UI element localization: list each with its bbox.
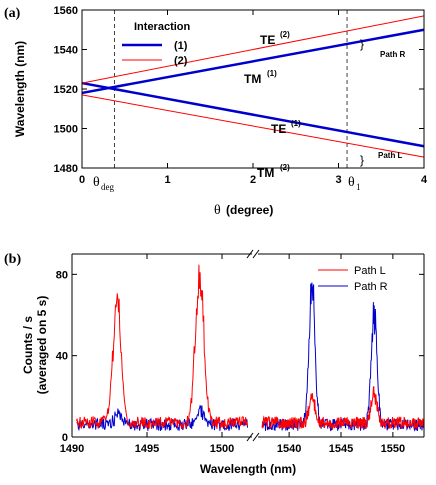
path-l-brace: } — [360, 153, 364, 167]
panel-a-label: (a) — [4, 6, 21, 21]
path-r-label: Path R — [380, 50, 406, 59]
series-path-r-segment-2 — [261, 282, 425, 432]
curve-label-te1: TE (1) — [271, 119, 301, 136]
x-tick-label: 4 — [421, 174, 428, 186]
x-tick-label: 1490 — [60, 443, 84, 455]
legend-label-path-r: Path R — [354, 281, 388, 293]
panel-a: (a) 0 1 2 3 4 1480 1500 1520 1540 1560 Wavelength… — [4, 5, 428, 218]
panel-b-series — [76, 264, 425, 432]
panel-a-ticks: 0 1 2 3 4 1480 1500 1520 1540 1560 — [54, 5, 428, 186]
curve-label-tm2-main: TM — [257, 166, 274, 180]
panel-a-frame — [81, 9, 425, 169]
y-tick-label: 0 — [62, 432, 68, 444]
path-r-brace: } — [360, 37, 364, 51]
curve-label-te1-main: TE — [271, 122, 286, 136]
x-tick-label: 1550 — [381, 443, 405, 455]
theta-1-subscript: 1 — [356, 182, 361, 192]
theta-1-label: θ 1 — [348, 175, 361, 192]
theta-deg-label: θ deg — [93, 175, 114, 192]
curve-label-te2: TE (2) — [260, 30, 290, 47]
curve-label-te2-sup: (2) — [280, 30, 290, 39]
x-tick-label: 2 — [250, 174, 256, 186]
theta-deg-subscript: deg — [101, 182, 114, 192]
panel-b-frame — [71, 249, 425, 442]
curve-label-tm1-main: TM — [244, 72, 261, 86]
path-l-label: Path L — [378, 151, 403, 160]
panel-a-x-axis-unit: (degree) — [226, 203, 273, 217]
curve-label-te1-sup: (1) — [291, 119, 301, 128]
axis-break-top — [246, 249, 260, 259]
x-tick-label: 0 — [79, 174, 85, 186]
panel-a-legend: Interaction (1) (2) — [122, 21, 191, 67]
series-path-l-segment-2 — [261, 386, 425, 431]
theta-1-symbol: θ — [348, 175, 355, 190]
panel-b-legend: Path L Path R — [318, 265, 388, 293]
curve-label-tm2-sup: (2) — [280, 163, 290, 172]
x-tick-label: 1495 — [135, 443, 159, 455]
legend-label-path-l: Path L — [354, 265, 386, 277]
panel-b-ticks: 1490 1495 1500 1540 1545 1550 0 40 80 — [56, 254, 424, 455]
panel-b-y-axis-title-line1: Counts / s — [21, 316, 35, 374]
y-tick-label: 1480 — [54, 163, 78, 175]
x-tick-label: 3 — [335, 174, 341, 186]
x-tick-label: 1500 — [210, 443, 234, 455]
legend-title: Interaction — [134, 21, 191, 33]
x-tick-label: 1540 — [277, 443, 301, 455]
legend-label-1: (1) — [174, 40, 188, 52]
axis-break-bottom — [246, 432, 260, 442]
theta-deg-symbol: θ — [93, 175, 100, 190]
panel-b-y-axis-title-line2: (averaged on 5 s) — [35, 296, 49, 395]
curve-label-tm1: TM (1) — [244, 69, 277, 86]
y-tick-label: 1520 — [54, 84, 78, 96]
x-tick-label: 1 — [164, 174, 170, 186]
panel-a-x-axis-theta: θ — [214, 203, 221, 218]
legend-label-2: (2) — [174, 55, 188, 67]
y-tick-label: 1500 — [54, 124, 78, 136]
panel-a-y-axis-title: Wavelength (nm) — [13, 41, 27, 137]
panel-b: (b) 1490 1495 1500 1540 1545 1550 0 40 80 Counts… — [4, 249, 425, 476]
series-line-2 — [81, 81, 425, 148]
curve-label-te2-main: TE — [260, 33, 275, 47]
y-tick-label: 1540 — [54, 45, 78, 57]
series-line-4 — [81, 94, 425, 158]
panel-a-guide-lines — [113, 10, 348, 168]
y-tick-label: 40 — [56, 351, 68, 363]
series-path-l-segment-1 — [76, 264, 248, 430]
panel-b-x-axis-title: Wavelength (nm) — [200, 462, 296, 476]
y-tick-label: 1560 — [54, 5, 78, 17]
panel-a-series — [81, 15, 425, 158]
panel-b-label: (b) — [4, 252, 21, 267]
curve-label-tm1-sup: (1) — [267, 69, 277, 78]
series-line-1 — [81, 28, 425, 95]
x-tick-label: 1545 — [329, 443, 353, 455]
series-line-3 — [81, 15, 425, 84]
panel-b-y-axis-title: Counts / s (averaged on 5 s) — [21, 296, 49, 395]
curve-label-tm2: TM (2) — [257, 163, 290, 180]
y-tick-label: 80 — [56, 269, 68, 281]
panel-a-x-axis-title: θ (degree) — [214, 203, 273, 218]
